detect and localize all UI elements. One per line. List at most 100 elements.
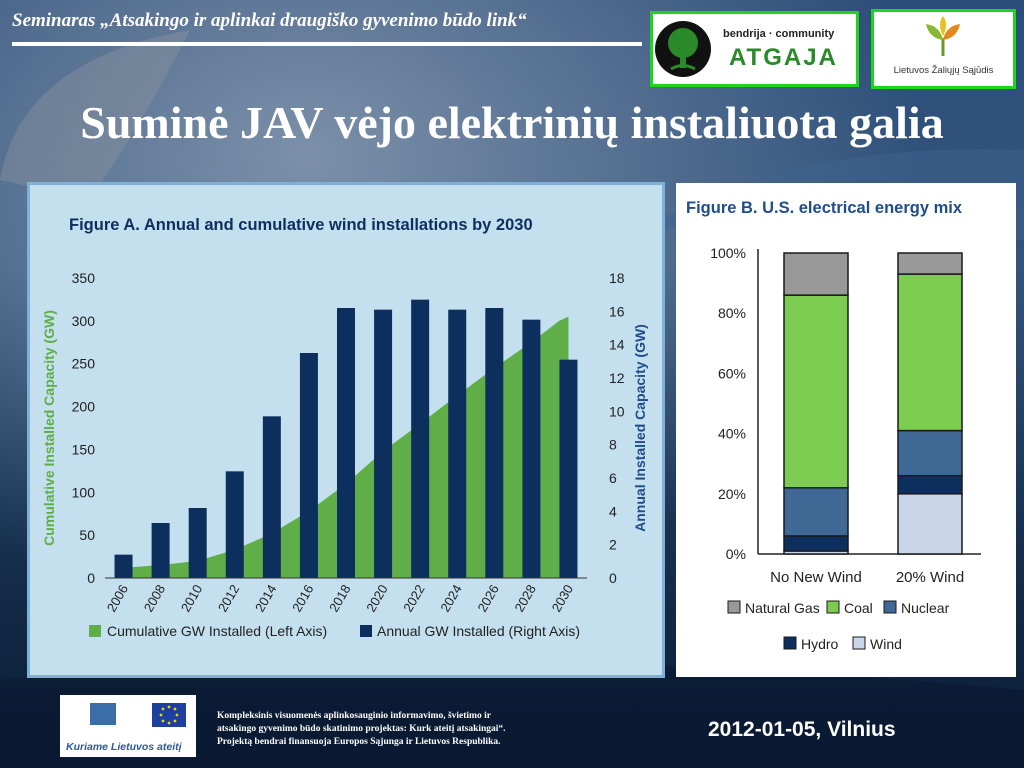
- eu-logo-slogan: Kuriame Lietuvos ateitį: [66, 741, 182, 753]
- legend-label-wind: Wind: [870, 636, 902, 652]
- segment-coal-1: [783, 294, 849, 489]
- right-axis-tick: 2: [609, 537, 617, 553]
- x-axis-tick: 2018: [326, 582, 353, 615]
- y-axis-tick: 0%: [726, 546, 746, 562]
- eu-project-logo: Kuriame Lietuvos ateitį: [60, 695, 196, 757]
- legend-swatch-natural-gas: [727, 600, 741, 614]
- y-axis-tick: 80%: [718, 305, 746, 321]
- left-axis-tick: 300: [72, 313, 96, 329]
- footer-project-text: Kompleksinis visuomenės aplinkosauginio …: [217, 710, 617, 749]
- left-axis-tick: 200: [72, 399, 96, 415]
- right-axis-tick: 18: [609, 270, 625, 286]
- right-axis-tick: 4: [609, 503, 617, 519]
- x-axis-tick: 2026: [474, 582, 501, 615]
- x-axis-tick: 2022: [400, 582, 427, 615]
- left-axis-tick: 250: [72, 356, 96, 372]
- figure-a-panel: Figure A. Annual and cumulative wind ins…: [27, 182, 665, 678]
- x-axis-tick: 2008: [141, 582, 168, 615]
- annual-bar-2024: [448, 309, 467, 578]
- atgaja-logo-name: ATGAJA: [729, 44, 838, 71]
- header-divider: [12, 42, 642, 46]
- annual-bar-2030: [559, 359, 578, 578]
- annual-bar-2006: [114, 554, 133, 578]
- segment-hydro-1: [783, 535, 849, 552]
- legend-swatch-nuclear: [883, 600, 897, 614]
- annual-bar-2028: [522, 319, 541, 578]
- right-axis-tick: 12: [609, 370, 625, 386]
- lzs-logo[interactable]: Lietuvos Žaliųjų Sąjūdis: [871, 9, 1016, 89]
- footer-line-1: Kompleksinis visuomenės aplinkosauginio …: [217, 711, 491, 721]
- legend-swatch-wind: [852, 636, 866, 650]
- slide-title: Suminė JAV vėjo elektrinių instaliuota g…: [80, 97, 944, 148]
- left-axis-tick: 0: [87, 570, 95, 586]
- annual-bar-2026: [485, 308, 504, 578]
- footer-date: 2012-01-05, Vilnius: [708, 718, 896, 741]
- y-axis-tick: 40%: [718, 426, 746, 442]
- atgaja-logo[interactable]: bendrija · community ATGAJA: [650, 11, 859, 87]
- y-axis-tick: 20%: [718, 486, 746, 502]
- right-axis-tick: 10: [609, 403, 625, 419]
- annual-bar-2016: [299, 353, 318, 578]
- left-axis-tick: 50: [79, 527, 95, 543]
- right-axis-label: Annual Installed Capacity (GW): [632, 324, 648, 532]
- legend-label-annual: Annual GW Installed (Right Axis): [377, 623, 580, 639]
- category-label: 20% Wind: [896, 569, 964, 586]
- x-axis-tick: 2010: [178, 582, 205, 615]
- x-axis-tick: 2024: [437, 582, 464, 615]
- x-axis-tick: 2020: [363, 582, 390, 615]
- footer-line-2: atsakingo gyvenimo būdo skatinimo projek…: [217, 724, 506, 734]
- left-axis-label: Cumulative Installed Capacity (GW): [41, 310, 57, 546]
- right-axis-tick: 14: [609, 337, 625, 353]
- annual-bar-2010: [188, 508, 207, 578]
- x-axis-tick: 2014: [252, 582, 279, 615]
- y-axis-tick: 100%: [710, 245, 746, 261]
- legend-label-cumulative: Cumulative GW Installed (Left Axis): [107, 623, 327, 639]
- segment-nuclear-1: [783, 487, 849, 537]
- figure-b-chart: Figure B. U.S. electrical energy mix 0% 20…: [686, 199, 981, 652]
- lzs-logo-name: Lietuvos Žaliųjų Sąjūdis: [893, 65, 994, 76]
- left-axis-tick: 350: [72, 270, 96, 286]
- y-axis-tick: 60%: [718, 365, 746, 381]
- annual-bar-2012: [225, 471, 244, 578]
- legend-swatch-coal: [826, 600, 840, 614]
- right-axis-tick: 16: [609, 303, 625, 319]
- legend-swatch-hydro: [783, 636, 797, 650]
- x-axis-tick: 2030: [549, 582, 576, 615]
- right-axis-tick: 8: [609, 437, 617, 453]
- legend-label-nuclear: Nuclear: [901, 600, 950, 616]
- x-axis-tick: 2016: [289, 582, 316, 615]
- figure-a-title: Figure A. Annual and cumulative wind ins…: [69, 216, 533, 234]
- footer-line-3: Projektą bendrai finansuoja Europos Sąju…: [217, 737, 501, 747]
- figure-b-panel: Figure B. U.S. electrical energy mix 0% 20…: [676, 183, 1016, 677]
- annual-bar-2022: [411, 299, 430, 578]
- segment-wind-2: [897, 493, 963, 555]
- atgaja-logo-tagline: bendrija · community: [723, 28, 835, 40]
- figure-a-chart: Figure A. Annual and cumulative wind ins…: [41, 216, 648, 639]
- segment-natural-gas-2: [897, 252, 963, 275]
- segment-natural-gas-1: [783, 252, 849, 296]
- segment-nuclear-2: [897, 429, 963, 477]
- seminar-title: Seminaras „Atsakingo ir aplinkai draugiš…: [12, 10, 527, 31]
- segment-hydro-2: [897, 474, 963, 495]
- right-axis-tick: 0: [609, 570, 617, 586]
- x-axis-tick: 2028: [512, 582, 539, 615]
- annual-bar-2018: [337, 308, 355, 578]
- legend-label-hydro: Hydro: [801, 636, 839, 652]
- eu-flag-icon: [90, 703, 186, 727]
- left-axis-tick: 100: [72, 484, 96, 500]
- legend-swatch-annual: [360, 625, 372, 637]
- annual-bar-2020: [374, 309, 393, 578]
- legend-label-natural-gas: Natural Gas: [745, 600, 820, 616]
- category-label: No New Wind: [770, 569, 862, 586]
- left-axis-tick: 150: [72, 441, 96, 457]
- figure-b-title: Figure B. U.S. electrical energy mix: [686, 199, 963, 217]
- legend-swatch-cumulative: [89, 625, 101, 637]
- legend-label-coal: Coal: [844, 600, 873, 616]
- annual-bar-2014: [262, 416, 281, 578]
- segment-coal-2: [897, 273, 963, 432]
- x-axis-tick: 2006: [104, 582, 131, 615]
- tree-icon: [655, 21, 711, 77]
- leaves-icon: [926, 16, 960, 56]
- annual-bar-2008: [151, 523, 170, 578]
- right-axis-tick: 6: [609, 470, 617, 486]
